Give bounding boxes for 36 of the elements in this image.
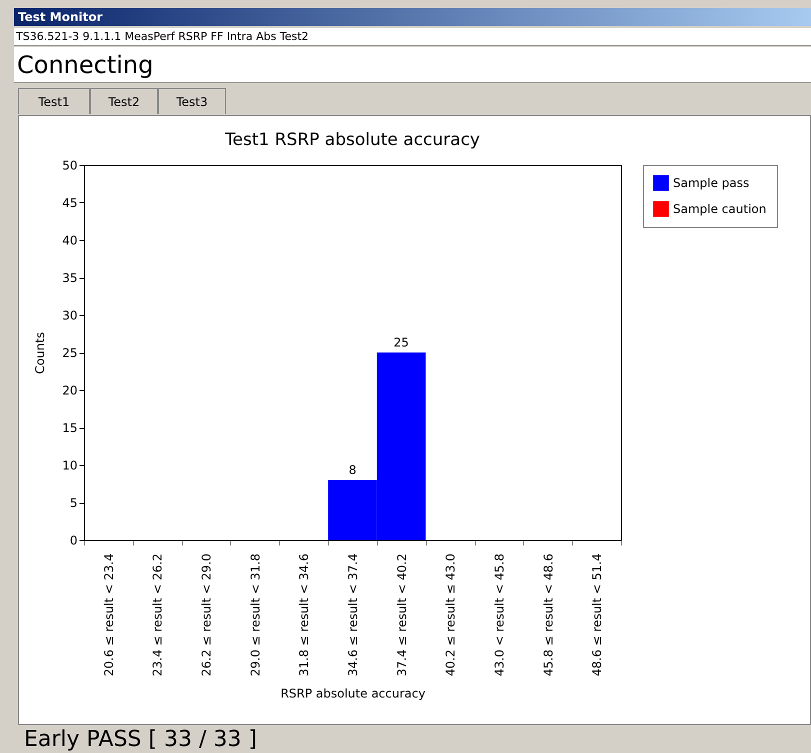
text: Test1 — [18, 88, 90, 114]
legend-label: Sample caution — [673, 202, 766, 216]
y-tick-label: 35 — [62, 271, 78, 285]
y-tick-label: 0 — [70, 534, 78, 548]
x-tick-label: 34.6 ≤ result < 37.4 — [346, 554, 360, 676]
text: Early PASS [ 33 / 33 ] — [23, 727, 258, 753]
data-label: 8 — [348, 463, 356, 477]
text: Test Monitor — [14, 8, 811, 26]
x-tick-label: 31.8 ≤ result < 34.6 — [297, 554, 312, 676]
text: Test2 — [90, 88, 158, 114]
text: Connecting — [14, 47, 811, 83]
y-tick-label: 20 — [62, 384, 78, 398]
x-tick-label: 29.0 ≤ result < 31.8 — [248, 554, 262, 676]
y-tick-label: 30 — [62, 308, 78, 322]
text: Test3 — [158, 88, 226, 114]
chart-title: Test1 RSRP absolute accuracy — [224, 130, 480, 150]
y-tick-label: 40 — [62, 234, 78, 248]
y-axis-title: Counts — [33, 332, 48, 374]
y-tick-label: 50 — [62, 158, 78, 172]
x-tick-label: 45.8 ≤ result < 48.6 — [541, 554, 556, 676]
x-tick-label: 40.2 ≤ result ≤ 43.0 — [444, 554, 458, 676]
x-tick-label: 37.4 ≤ result < 40.2 — [394, 554, 409, 676]
y-tick-label: 5 — [70, 496, 78, 510]
text: TS36.521-3 9.1.1.1 MeasPerf RSRP FF Intra Abs Test2 — [14, 28, 811, 46]
x-tick-label: 48.6 ≤ result < 51.4 — [590, 554, 604, 676]
legend-label: Sample pass — [673, 176, 750, 190]
y-tick-label: 25 — [62, 346, 78, 360]
y-tick-label: 45 — [62, 196, 78, 210]
x-tick-label: 43.0 < result < 45.8 — [492, 554, 506, 676]
x-tick-label: 20.6 ≤ result < 23.4 — [102, 554, 116, 676]
x-axis-title: RSRP absolute accuracy — [280, 686, 426, 700]
y-tick-label: 10 — [62, 458, 78, 472]
x-tick-label: 26.2 ≤ result < 29.0 — [200, 554, 214, 676]
x-tick-label: 23.4 ≤ result < 26.2 — [150, 554, 165, 676]
data-label: 25 — [394, 336, 409, 350]
y-tick-label: 15 — [62, 421, 78, 435]
